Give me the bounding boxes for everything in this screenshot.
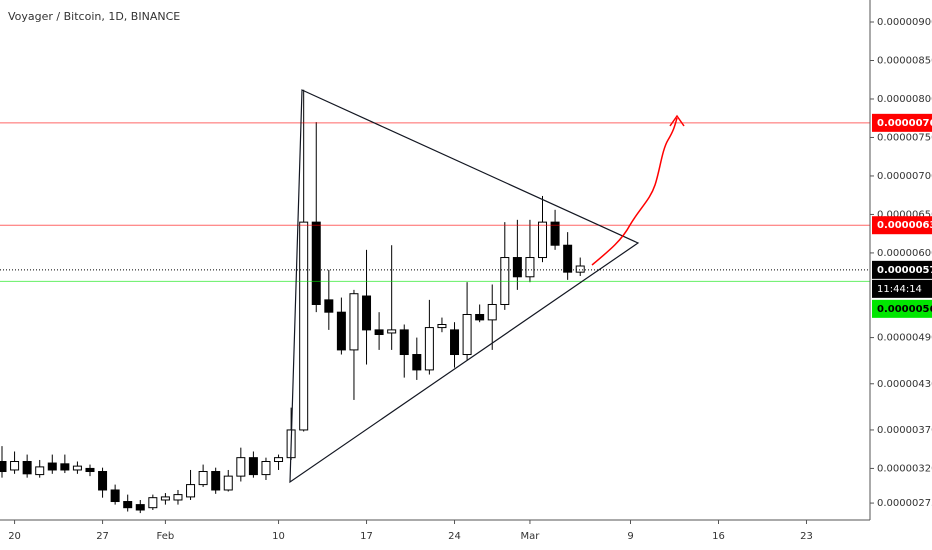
x-tick-label: 27 <box>96 531 109 542</box>
y-tick-label: 0.00000600 <box>877 248 932 259</box>
y-tick-label: 0.00000370 <box>877 425 932 436</box>
candle-body <box>324 299 334 313</box>
candle-body <box>336 311 346 351</box>
price-label-box <box>872 113 932 132</box>
y-tick-label: 0.00000900 <box>877 17 932 28</box>
candle-body <box>462 313 472 356</box>
x-tick-label: 9 <box>627 531 633 542</box>
price-label-box <box>872 299 932 318</box>
price-label: 0.00000578 <box>877 265 932 276</box>
y-tick-label: 0.00000490 <box>877 333 932 344</box>
candle-body <box>186 484 196 498</box>
arrow-drawing <box>591 117 678 266</box>
candle-body <box>110 489 120 503</box>
x-tick-label: 17 <box>360 531 373 542</box>
x-tick-label: 10 <box>272 531 285 542</box>
y-tick-label: 0.00000750 <box>877 132 932 143</box>
candle-body <box>148 497 158 509</box>
axes: 0.00000900 0.00000850 0.00000800 0.00000750… <box>8 17 932 542</box>
candle-body <box>538 221 548 259</box>
y-tick-label: 0.00000430 <box>877 379 932 390</box>
x-tick-label: 23 <box>800 531 813 542</box>
candle-body <box>72 465 82 471</box>
candle-body <box>85 467 95 473</box>
candle-body <box>349 293 359 351</box>
countdown: 11:44:14 <box>877 284 922 295</box>
y-tick-label: 0.00000800 <box>877 94 932 105</box>
candle-body <box>60 463 70 471</box>
x-tick-label: 20 <box>8 531 21 542</box>
triangle-drawing <box>289 89 640 484</box>
candle-body <box>487 303 497 321</box>
candle-body <box>173 494 183 501</box>
candle-body <box>223 475 233 491</box>
candle-body <box>198 471 208 486</box>
chart-title: Voyager / Bitcoin, 1D, BINANCE <box>8 10 180 23</box>
arrow-head <box>669 114 685 127</box>
candle-body <box>248 457 258 476</box>
candle-body <box>35 466 45 476</box>
candle-body <box>47 462 57 471</box>
candle-body <box>374 329 384 336</box>
candle-body <box>424 327 434 371</box>
candle-body <box>475 313 485 321</box>
candle-body <box>22 461 32 475</box>
candle-body <box>525 257 535 278</box>
candle-body <box>135 504 145 511</box>
x-tick-label: 16 <box>712 531 725 542</box>
price-label: 0.00000563 <box>877 304 932 315</box>
y-tick-label: 0.00000650 <box>877 209 932 220</box>
y-tick-label: 0.00000275 <box>877 498 932 509</box>
price-label: 0.00000769 <box>877 118 932 129</box>
price-label-box <box>872 260 932 279</box>
candle-body <box>399 329 409 356</box>
x-tick-label: Mar <box>521 531 541 542</box>
plot <box>0 89 870 514</box>
candle-body <box>299 221 309 431</box>
y-tick-label: 0.00000700 <box>877 171 932 182</box>
candle-body <box>512 257 522 278</box>
x-tick-label: 24 <box>448 531 461 542</box>
candle-body <box>563 244 573 273</box>
candle-body <box>123 501 133 509</box>
price-label: 0.00000636 <box>877 220 932 231</box>
candle-body <box>10 461 20 471</box>
candle-body <box>362 295 372 331</box>
candle-body <box>211 471 221 491</box>
candle-body <box>450 329 460 356</box>
candle-body <box>160 496 170 501</box>
candle-body <box>274 457 284 463</box>
price-label-box <box>872 216 932 235</box>
candle-body <box>236 457 246 477</box>
candle-body <box>412 354 422 371</box>
countdown-box <box>872 279 932 298</box>
x-tick-label: Feb <box>157 531 175 542</box>
candle-body <box>0 461 7 473</box>
candle-body <box>261 461 271 476</box>
candle-body <box>98 471 108 491</box>
y-tick-label: 0.00000850 <box>877 55 932 66</box>
candle-body <box>575 265 585 273</box>
candle-body <box>550 221 560 246</box>
candle-body <box>311 221 321 305</box>
candle-body <box>437 323 447 329</box>
y-tick-label: 0.00000320 <box>877 463 932 474</box>
candle-body <box>387 329 397 334</box>
